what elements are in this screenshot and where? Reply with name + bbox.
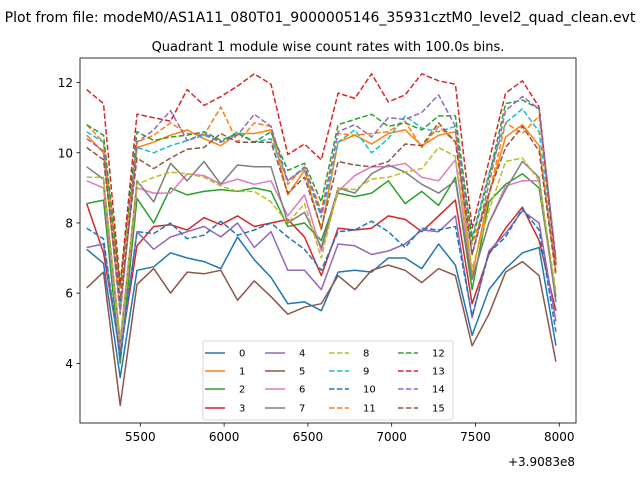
legend-label-14: 14 [432, 385, 445, 396]
x-offset-label: +3.9083e8 [508, 455, 575, 469]
y-tick-label: 10 [58, 146, 73, 160]
legend-label-6: 6 [299, 385, 305, 396]
chart-title: Quadrant 1 module wise count rates with … [152, 40, 505, 55]
series-line-15 [86, 122, 557, 301]
legend-label-12: 12 [432, 349, 445, 360]
legend-label-15: 15 [432, 404, 445, 415]
series-line-13 [86, 73, 557, 286]
legend-label-13: 13 [432, 367, 445, 378]
axes-frame [79, 57, 577, 424]
series-line-14 [86, 94, 557, 315]
y-tick-label: 4 [65, 357, 73, 371]
legend-label-4: 4 [299, 349, 305, 360]
legend-label-1: 1 [239, 367, 245, 378]
legend-label-7: 7 [299, 404, 305, 415]
legend-label-9: 9 [363, 367, 369, 378]
legend-label-2: 2 [239, 385, 245, 396]
y-tick-label: 8 [65, 216, 73, 230]
series-line-7 [86, 160, 557, 344]
x-tick-label: 7500 [460, 430, 491, 444]
legend-label-10: 10 [363, 385, 376, 396]
legend-label-3: 3 [239, 404, 245, 415]
x-tick-label: 7000 [376, 430, 407, 444]
y-tick-label: 12 [58, 76, 73, 90]
legend-label-11: 11 [363, 404, 376, 415]
chart-suptitle: Plot from file: modeM0/AS1A11_080T01_900… [5, 10, 636, 26]
y-tick-label: 6 [65, 287, 73, 301]
series-line-0 [86, 236, 557, 379]
series-line-12 [86, 99, 557, 287]
x-tick-label: 5500 [125, 430, 156, 444]
series-line-5 [86, 260, 557, 407]
x-tick-label: 6500 [293, 430, 324, 444]
series-line-8 [86, 146, 557, 340]
series-line-9 [86, 108, 557, 305]
legend-label-8: 8 [363, 349, 369, 360]
x-tick-label: 8000 [544, 430, 575, 444]
series-line-3 [85, 199, 557, 354]
legend-label-0: 0 [239, 349, 245, 360]
legend-label-5: 5 [299, 367, 305, 378]
legend-box [202, 340, 454, 421]
x-tick-label: 6000 [209, 430, 240, 444]
plot-area [79, 57, 577, 424]
series-line-10 [86, 208, 557, 359]
